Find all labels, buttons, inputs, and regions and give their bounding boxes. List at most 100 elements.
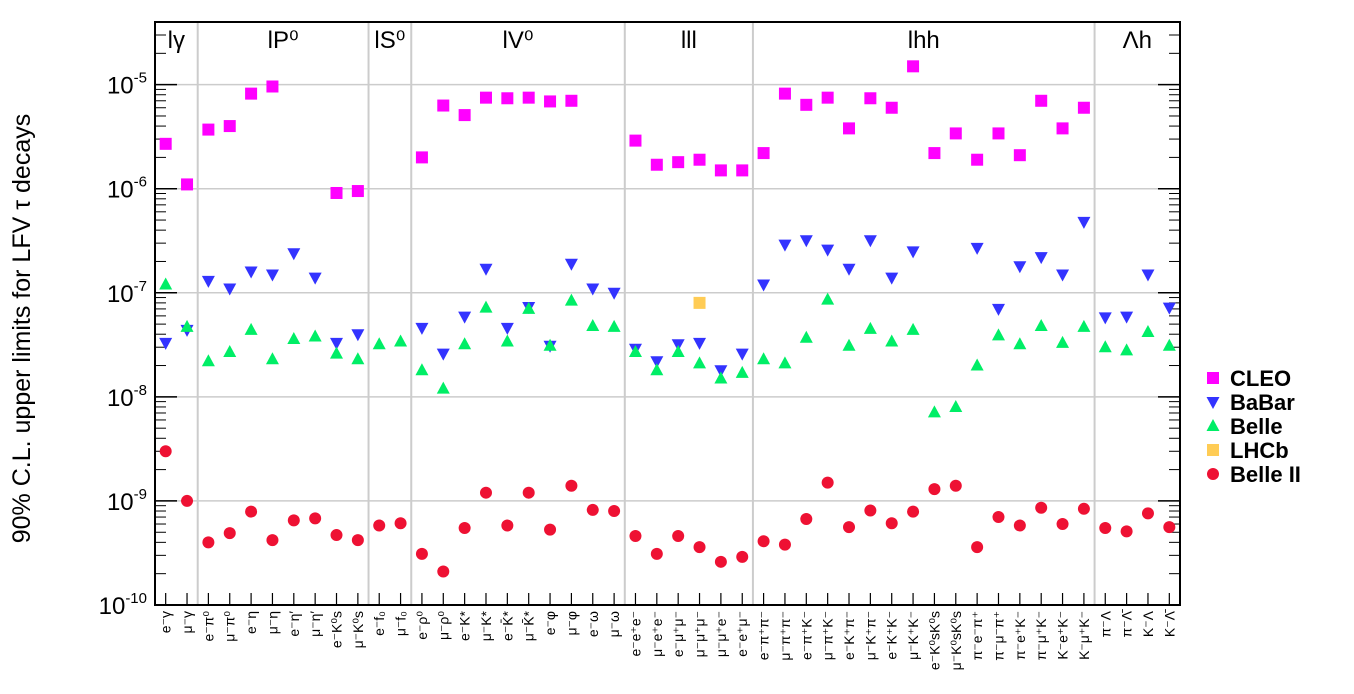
belle-marker (372, 337, 386, 350)
cleo-marker (266, 80, 279, 93)
belle-marker (265, 352, 279, 365)
babar-marker (287, 248, 301, 261)
cleo-marker (479, 91, 492, 104)
belle-marker (842, 338, 856, 351)
babar-marker (330, 337, 344, 350)
belle-ii-marker (565, 479, 578, 492)
cleo-marker (885, 101, 898, 114)
category-label: K⁻μ⁺K⁻ (1076, 611, 1092, 660)
belle-marker (1120, 343, 1134, 356)
legend-swatch-lhcb (1207, 444, 1219, 456)
belle-marker (287, 331, 301, 344)
babar-marker (564, 258, 578, 271)
category-label: π⁻μ⁻π⁺ (990, 611, 1006, 661)
y-axis-label: 90% C.L. upper limits for LFV τ decays (8, 114, 36, 544)
belle-marker (735, 365, 749, 378)
belle-marker (863, 321, 877, 334)
category-label: e⁻φ (542, 611, 558, 635)
babar-marker (735, 348, 749, 361)
babar-marker (308, 272, 322, 285)
group-label: lV⁰ (503, 27, 534, 54)
group-label: lhh (908, 27, 940, 54)
cleo-marker (800, 98, 813, 111)
babar-marker (906, 246, 920, 259)
belle-marker (693, 356, 707, 369)
category-label: μ⁻K̄* (521, 610, 537, 641)
belle-ii-marker (949, 479, 962, 492)
belle-ii-marker (1056, 518, 1069, 531)
babar-marker (1056, 269, 1070, 282)
category-label: e⁻η (243, 611, 259, 634)
category-label: μ⁻K* (478, 610, 494, 641)
cleo-marker (1077, 101, 1090, 114)
belle-marker (351, 352, 365, 365)
babar-marker (1141, 269, 1155, 282)
babar-marker (351, 329, 365, 342)
category-label: e⁻π⁺K⁻ (798, 611, 814, 660)
babar-marker (479, 263, 493, 276)
legend-label: CLEO (1230, 366, 1291, 391)
cleo-marker (458, 109, 471, 122)
category-label: π⁻e⁻π⁺ (969, 611, 985, 660)
belle-marker (500, 334, 514, 347)
category-label: μ⁻e⁺e⁻ (649, 611, 665, 657)
belle-marker (778, 356, 792, 369)
belle-ii-marker (1077, 502, 1090, 515)
category-label: μ⁻K⁺K⁻ (905, 611, 921, 660)
belle-ii-marker (714, 555, 727, 568)
legend-label: BaBar (1230, 390, 1295, 415)
cleo-marker (821, 91, 834, 104)
cleo-marker (928, 147, 941, 160)
cleo-marker (672, 156, 685, 169)
cleo-marker (757, 147, 770, 160)
category-label: μ⁻π⁺π⁻ (777, 611, 793, 661)
belle-ii-marker (479, 486, 492, 499)
category-label: e⁻π⁺π⁻ (756, 611, 772, 660)
cleo-marker (159, 137, 172, 150)
category-label: K⁻Λ (1140, 610, 1156, 637)
babar-marker (1013, 261, 1027, 274)
belle-marker (714, 371, 728, 384)
cleo-marker (949, 127, 962, 140)
lhcb-marker (693, 296, 706, 309)
belle-ii-marker (1099, 521, 1112, 534)
belle-ii-marker (1120, 525, 1133, 538)
belle-ii-marker (757, 535, 770, 548)
belle-marker (628, 344, 642, 357)
category-label: μ⁻η′ (307, 611, 323, 637)
category-label: μ⁻ρ⁰ (435, 611, 451, 640)
category-label: μ⁻μ⁺μ⁻ (692, 611, 708, 657)
cleo-marker (992, 127, 1005, 140)
babar-marker (714, 365, 728, 378)
category-label: e⁻e⁺μ⁻ (734, 611, 750, 657)
legend-swatch-babar (1206, 397, 1220, 409)
legend-label: Belle (1230, 414, 1283, 439)
belle-marker (821, 292, 835, 305)
babar-marker (863, 235, 877, 248)
babar-marker (757, 279, 771, 292)
y-tick-label: 10-9 (107, 486, 147, 516)
babar-marker (201, 275, 215, 288)
belle-ii-marker (778, 538, 791, 551)
belle-ii-marker (245, 505, 258, 518)
category-label: μ⁻π⁰ (222, 611, 238, 642)
belle-marker (906, 322, 920, 335)
belle-marker (970, 358, 984, 371)
belle-ii-marker (287, 514, 300, 527)
category-label: μ⁻φ (563, 611, 579, 636)
belle-marker (650, 363, 664, 376)
cleo-marker (843, 122, 856, 135)
category-label: e⁻γ (158, 611, 174, 633)
cleo-marker (778, 87, 791, 100)
belle-ii-marker (843, 521, 856, 534)
cleo-marker (544, 95, 557, 108)
belle-ii-marker (415, 547, 428, 560)
babar-marker (799, 235, 813, 248)
category-label: e⁻K⁰s (329, 611, 345, 648)
belle-marker (927, 405, 941, 418)
category-label: μ⁻γ (179, 611, 195, 633)
belle-ii-marker (907, 505, 920, 518)
belle-ii-marker (501, 519, 514, 532)
legend-swatch-belle-ii (1207, 468, 1219, 480)
babar-marker (458, 311, 472, 324)
